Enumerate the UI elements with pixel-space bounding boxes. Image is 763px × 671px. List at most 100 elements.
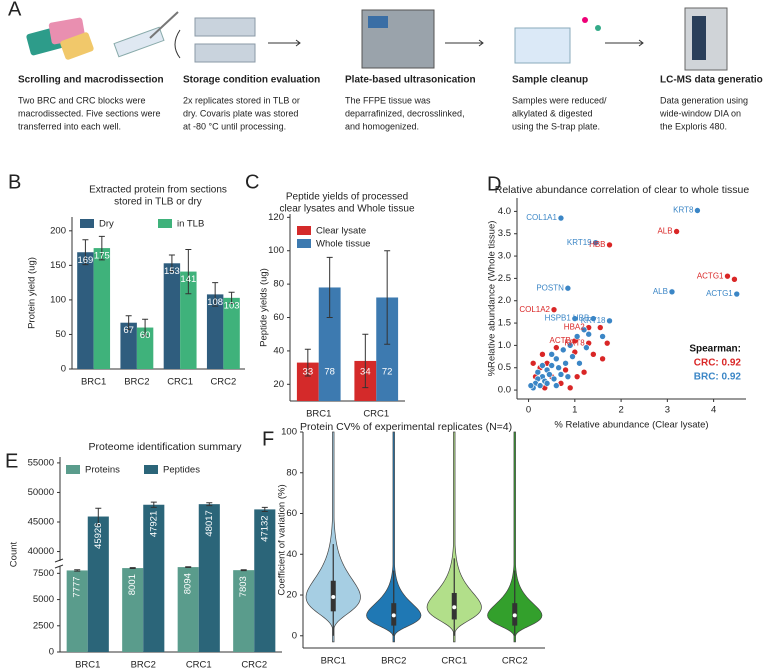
value-label: 47132 bbox=[259, 515, 270, 541]
chart-title: Extracted protein from sections bbox=[89, 185, 227, 196]
x-tick-label: 0 bbox=[526, 405, 531, 416]
point bbox=[559, 346, 567, 354]
point-label: KRT18 bbox=[581, 316, 606, 325]
y-axis-label: Peptide yields (ug) bbox=[259, 268, 270, 347]
chart-title: stored in TLB or dry bbox=[114, 197, 202, 208]
median bbox=[331, 595, 336, 600]
point-label: HBB bbox=[589, 240, 605, 249]
point bbox=[573, 373, 581, 380]
error-bar bbox=[150, 501, 157, 508]
value-label: 33 bbox=[303, 367, 314, 378]
point-label: KRT8 bbox=[673, 206, 694, 215]
median bbox=[452, 605, 457, 610]
value-label: 34 bbox=[360, 367, 371, 378]
legend-swatch bbox=[144, 465, 158, 474]
point bbox=[564, 284, 572, 292]
y-tick-label: 0 bbox=[49, 647, 54, 658]
scalpel-icon bbox=[149, 11, 179, 39]
violin bbox=[426, 431, 482, 643]
bar bbox=[233, 570, 255, 652]
point bbox=[569, 353, 576, 360]
chart-title: Peptide yields of processed bbox=[286, 192, 408, 203]
median bbox=[391, 613, 396, 618]
point bbox=[546, 371, 553, 378]
value-label: 67 bbox=[123, 325, 134, 336]
point-label: COL1A2 bbox=[519, 305, 550, 314]
point-label: ALB bbox=[657, 227, 672, 236]
x-tick-label: 3 bbox=[665, 405, 670, 416]
y-axis-label: %Relative abundance (Whole tissue) bbox=[487, 221, 498, 377]
point bbox=[694, 207, 701, 214]
point bbox=[553, 344, 560, 351]
legend-label: in TLB bbox=[177, 219, 204, 230]
point bbox=[580, 326, 588, 334]
axis-break bbox=[54, 561, 66, 566]
y-tick-label: 100 bbox=[50, 294, 66, 305]
y-tick-label: 150 bbox=[50, 260, 66, 271]
point bbox=[536, 382, 544, 389]
bar bbox=[206, 294, 224, 369]
y-tick-label: 2.0 bbox=[498, 295, 511, 306]
point-label: ACTB bbox=[549, 336, 570, 345]
plate-icon bbox=[194, 43, 256, 63]
x-tick-label: BRC2 bbox=[381, 656, 406, 667]
x-axis-label: % Relative abundance (Clear lysate) bbox=[554, 420, 708, 431]
point-label: HBB bbox=[573, 314, 589, 323]
value-label: 7803 bbox=[238, 576, 249, 597]
step-text: the Exploris 480. bbox=[660, 121, 727, 131]
bar bbox=[93, 248, 111, 369]
error-bar bbox=[362, 333, 369, 389]
chart-title: Protein CV% of experimental replicates (… bbox=[300, 421, 512, 433]
point bbox=[585, 330, 593, 338]
error-bar bbox=[185, 566, 192, 569]
y-tick-label: 50000 bbox=[28, 487, 54, 498]
legend-swatch bbox=[66, 465, 80, 474]
y-tick-label: 80 bbox=[273, 279, 284, 290]
y-tick-label: 0 bbox=[292, 630, 297, 641]
point bbox=[580, 368, 588, 376]
y-tick-label: 200 bbox=[50, 225, 66, 236]
step-text: transferred into each well. bbox=[18, 121, 121, 131]
y-axis-label: Protein yield (ug) bbox=[27, 257, 38, 329]
annotation: Spearman: bbox=[689, 344, 741, 355]
point bbox=[566, 384, 574, 392]
step-text: and homogenized. bbox=[345, 121, 419, 131]
slide-icon bbox=[113, 26, 165, 58]
violin bbox=[366, 431, 422, 643]
bracket-icon bbox=[174, 29, 181, 59]
bar bbox=[122, 568, 144, 652]
y-tick-label: 45000 bbox=[28, 517, 54, 528]
y-tick-label: 40 bbox=[286, 549, 297, 560]
step-title: Scrolling and macrodissection bbox=[18, 75, 164, 86]
step-text: using the S-trap plate. bbox=[512, 121, 600, 131]
error-bar bbox=[129, 567, 136, 570]
point-label: COL1A1 bbox=[526, 213, 557, 222]
y-tick-label: 80 bbox=[286, 467, 297, 478]
y-tick-label: 0.5 bbox=[498, 362, 511, 373]
y-tick-label: 1.5 bbox=[498, 318, 511, 329]
point bbox=[562, 359, 569, 367]
point-label: KRT19 bbox=[567, 238, 592, 247]
bar bbox=[66, 570, 88, 652]
point bbox=[590, 351, 597, 358]
point bbox=[673, 228, 680, 235]
screen-icon bbox=[368, 16, 388, 28]
value-label: 141 bbox=[180, 274, 196, 285]
error-bar bbox=[125, 315, 132, 331]
value-label: 175 bbox=[94, 251, 110, 262]
point bbox=[606, 317, 613, 325]
step-text: The FFPE tissue was bbox=[345, 95, 431, 105]
tube-rack-icon bbox=[514, 27, 571, 64]
value-label: 7777 bbox=[72, 576, 83, 597]
error-bar bbox=[384, 250, 391, 345]
value-label: 47921 bbox=[148, 511, 159, 537]
step-text: at -80 °C until processing. bbox=[183, 121, 286, 131]
value-label: 72 bbox=[382, 367, 393, 378]
bar bbox=[180, 271, 197, 369]
molecule-icon bbox=[595, 25, 601, 31]
point bbox=[599, 333, 606, 340]
error-bar bbox=[185, 248, 192, 295]
bar bbox=[318, 287, 341, 401]
y-tick-label: 5000 bbox=[33, 594, 54, 605]
point bbox=[590, 315, 597, 322]
